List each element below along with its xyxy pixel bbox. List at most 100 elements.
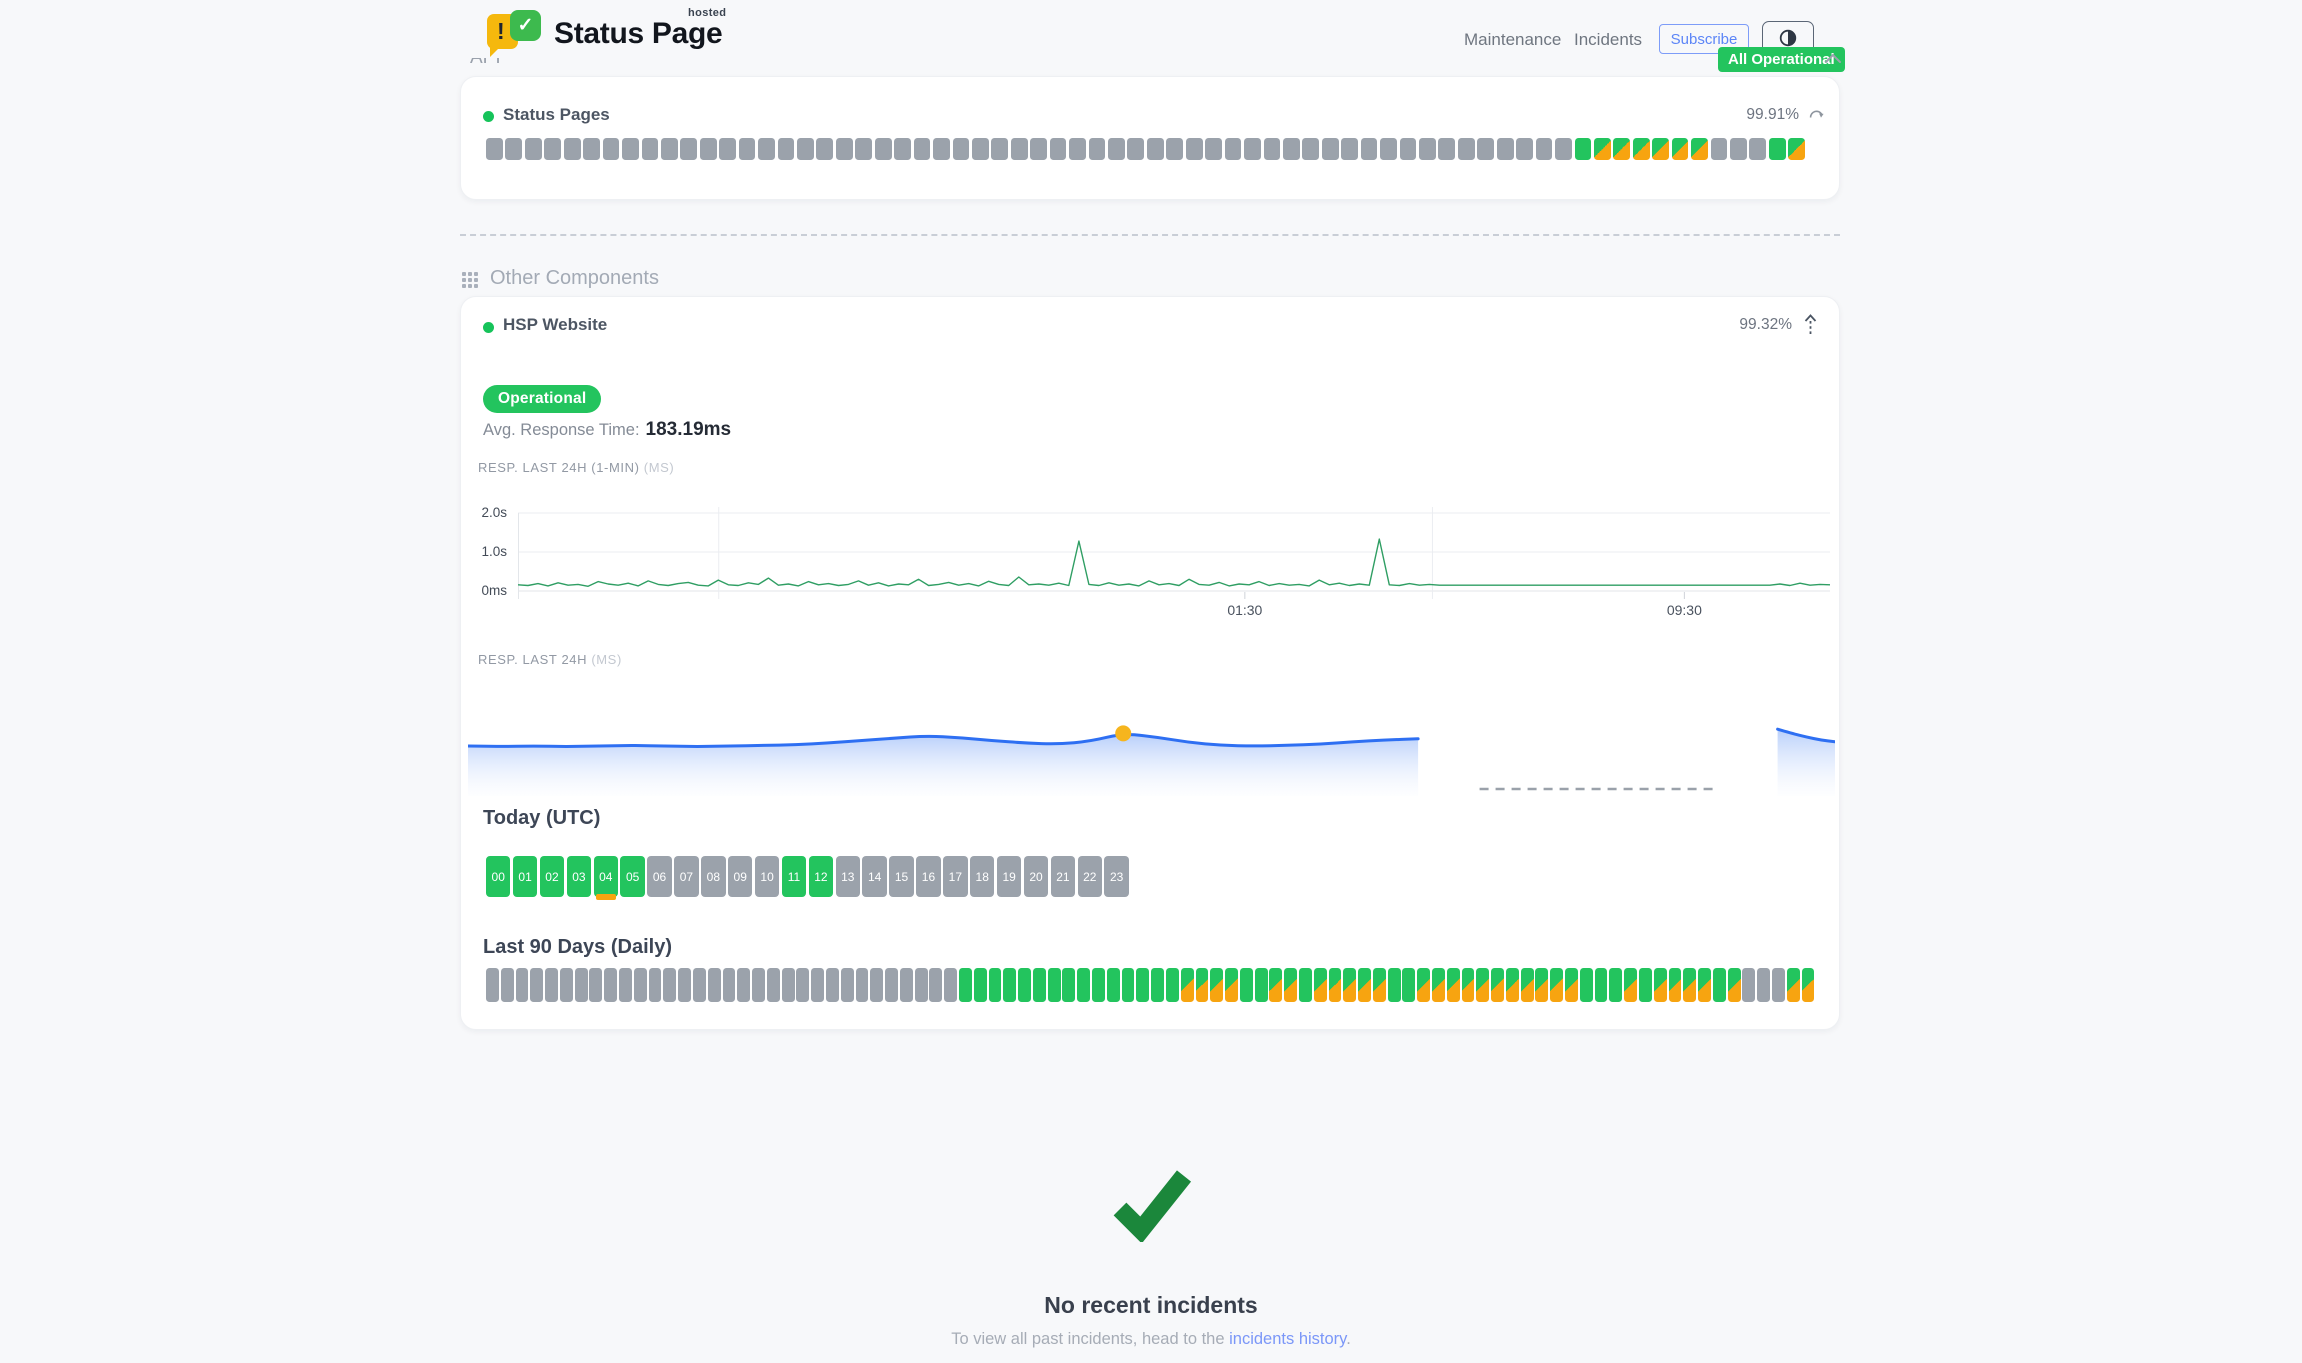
uptime-tick-no-data[interactable] [1380, 138, 1397, 160]
day-block-no-data[interactable] [781, 968, 795, 1002]
hour-block-23[interactable]: 23 [1104, 856, 1129, 897]
uptime-tick-no-data[interactable] [602, 138, 620, 160]
day-block-no-data[interactable] [766, 968, 780, 1002]
uptime-tick-no-data[interactable] [1049, 138, 1067, 160]
day-block-no-data[interactable] [692, 968, 706, 1002]
day-block-operational[interactable] [1077, 968, 1091, 1002]
uptime-tick-no-data[interactable] [971, 138, 989, 160]
uptime-tick-no-data[interactable] [1166, 138, 1184, 160]
day-block-operational[interactable] [1121, 968, 1135, 1002]
uptime-tick-no-data[interactable] [622, 138, 639, 160]
day-block-no-data[interactable] [619, 968, 632, 1002]
day-block-operational[interactable] [1092, 968, 1105, 1002]
day-block-degraded[interactable] [1358, 968, 1371, 1002]
day-block-no-data[interactable] [1742, 968, 1756, 1002]
day-block-no-data[interactable] [633, 968, 647, 1002]
hour-block-13[interactable]: 13 [835, 856, 860, 897]
day-block-no-data[interactable] [574, 968, 588, 1002]
uptime-tick-no-data[interactable] [777, 138, 795, 160]
day-block-operational[interactable] [1003, 968, 1017, 1002]
day-block-degraded[interactable] [1461, 968, 1475, 1002]
uptime-tick-no-data[interactable] [1282, 138, 1300, 160]
uptime-tick-no-data[interactable] [505, 138, 523, 160]
day-block-degraded[interactable] [1801, 968, 1815, 1002]
hour-block-09[interactable]: 09 [728, 856, 753, 897]
day-block-operational[interactable] [1165, 968, 1179, 1002]
uptime-tick-no-data[interactable] [719, 138, 736, 160]
day-block-no-data[interactable] [486, 968, 499, 1002]
day-block-operational[interactable] [1254, 968, 1268, 1002]
hour-block-07[interactable]: 07 [674, 856, 699, 897]
hour-block-11[interactable]: 11 [781, 856, 807, 897]
day-block-no-data[interactable] [648, 968, 662, 1002]
nav-maintenance[interactable]: Maintenance [1464, 30, 1562, 49]
day-block-degraded[interactable] [1683, 968, 1697, 1002]
day-block-no-data[interactable] [1757, 968, 1771, 1002]
hour-block-08[interactable]: 08 [701, 856, 726, 897]
day-block-degraded[interactable] [1417, 968, 1431, 1002]
day-block-degraded[interactable] [1535, 968, 1549, 1002]
day-block-degraded[interactable] [1698, 968, 1711, 1002]
hour-block-05[interactable]: 05 [620, 856, 645, 897]
hour-block-01[interactable]: 01 [512, 856, 538, 897]
day-block-degraded[interactable] [1313, 968, 1327, 1002]
nav-incidents[interactable]: Incidents [1574, 30, 1643, 49]
uptime-tick-degraded[interactable] [1593, 138, 1611, 160]
day-block-operational[interactable] [1047, 968, 1061, 1002]
day-block-no-data[interactable] [530, 968, 544, 1002]
uptime-tick-degraded[interactable] [1652, 138, 1669, 160]
uptime-tick-no-data[interactable] [699, 138, 717, 160]
day-block-degraded[interactable] [1446, 968, 1460, 1002]
day-block-no-data[interactable] [811, 968, 825, 1002]
uptime-tick-no-data[interactable] [1457, 138, 1475, 160]
incidents-history-link[interactable]: incidents history [1229, 1330, 1347, 1348]
day-block-operational[interactable] [1136, 968, 1150, 1002]
day-block-degraded[interactable] [1343, 968, 1357, 1002]
uptime-tick-no-data[interactable] [524, 138, 542, 160]
day-block-no-data[interactable] [929, 968, 943, 1002]
uptime-tick-no-data[interactable] [641, 138, 659, 160]
hour-block-02[interactable]: 02 [539, 856, 565, 897]
hour-block-17[interactable]: 17 [943, 856, 968, 897]
day-block-degraded[interactable] [1372, 968, 1386, 1002]
hour-block-22[interactable]: 22 [1077, 856, 1102, 897]
day-block-no-data[interactable] [663, 968, 677, 1002]
day-block-no-data[interactable] [707, 968, 721, 1002]
uptime-tick-no-data[interactable] [797, 138, 814, 160]
day-block-degraded[interactable] [1727, 968, 1741, 1002]
day-block-operational[interactable] [1298, 968, 1312, 1002]
uptime-tick-no-data[interactable] [1069, 138, 1086, 160]
hour-block-06[interactable]: 06 [647, 856, 672, 897]
uptime-tick-no-data[interactable] [1185, 138, 1203, 160]
uptime-tick-no-data[interactable] [486, 138, 503, 160]
day-block-no-data[interactable] [885, 968, 898, 1002]
day-block-operational[interactable] [1579, 968, 1593, 1002]
uptime-tick-no-data[interactable] [1360, 138, 1378, 160]
uptime-tick-no-data[interactable] [1146, 138, 1164, 160]
hour-block-03[interactable]: 03 [566, 856, 592, 897]
uptime-tick-no-data[interactable] [1224, 138, 1242, 160]
day-block-degraded[interactable] [1284, 968, 1298, 1002]
day-block-operational[interactable] [959, 968, 972, 1002]
day-block-operational[interactable] [1032, 968, 1046, 1002]
uptime-tick-operational[interactable] [1574, 138, 1592, 160]
uptime-tick-no-data[interactable] [1516, 138, 1533, 160]
uptime-tick-operational[interactable] [1768, 138, 1786, 160]
day-block-no-data[interactable] [515, 968, 529, 1002]
day-block-degraded[interactable] [1550, 968, 1564, 1002]
day-block-operational[interactable] [1106, 968, 1120, 1002]
uptime-tick-no-data[interactable] [1263, 138, 1281, 160]
day-block-operational[interactable] [1239, 968, 1253, 1002]
uptime-tick-no-data[interactable] [874, 138, 892, 160]
day-block-degraded[interactable] [1432, 968, 1445, 1002]
uptime-tick-no-data[interactable] [1555, 138, 1572, 160]
uptime-tick-no-data[interactable] [1321, 138, 1339, 160]
uptime-tick-degraded[interactable] [1691, 138, 1708, 160]
uptime-tick-no-data[interactable] [1244, 138, 1261, 160]
day-block-operational[interactable] [1712, 968, 1726, 1002]
component-name[interactable]: Status Pages [503, 105, 610, 124]
uptime-tick-no-data[interactable] [738, 138, 756, 160]
day-block-operational[interactable] [1594, 968, 1608, 1002]
day-block-no-data[interactable] [737, 968, 751, 1002]
uptime-tick-no-data[interactable] [1108, 138, 1125, 160]
